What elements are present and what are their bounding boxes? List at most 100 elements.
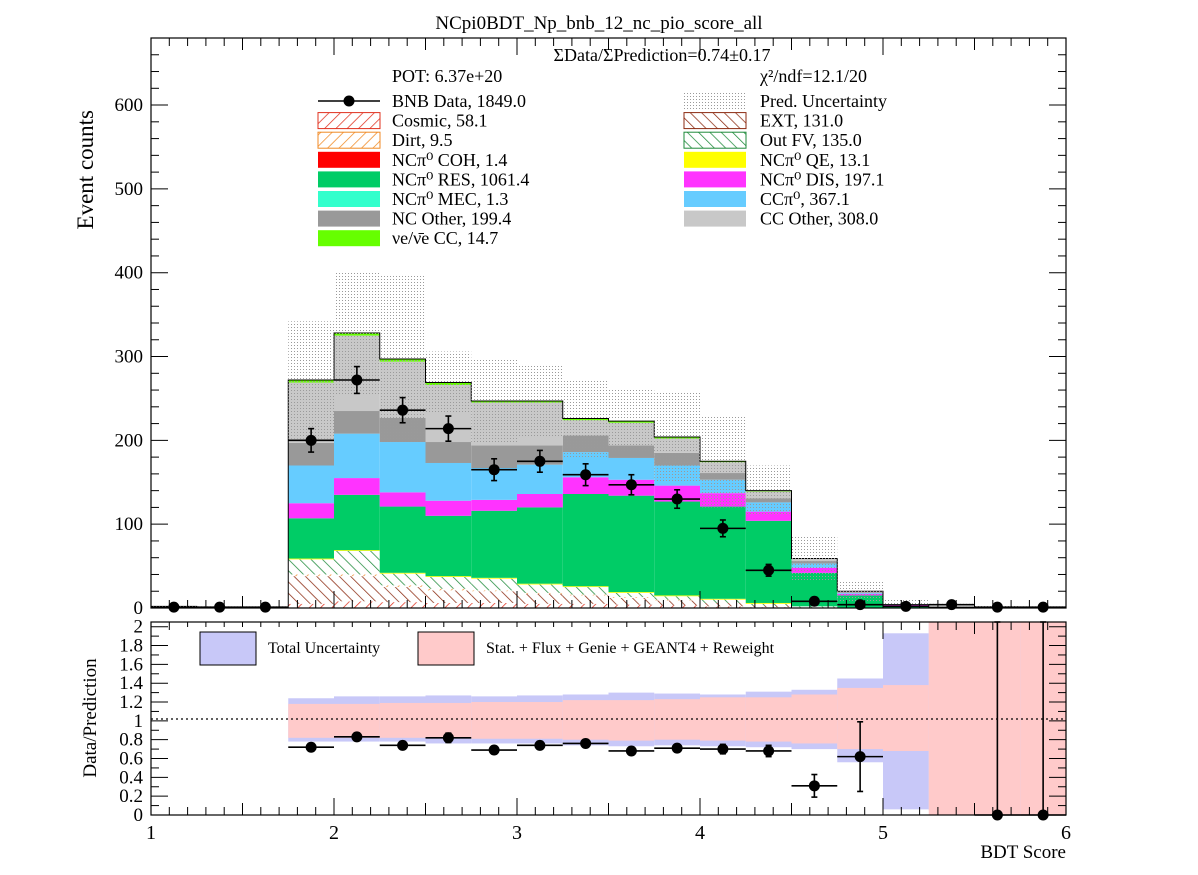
bar-out-fv <box>334 551 380 575</box>
ratio-y-tick-label: 0.6 <box>119 749 143 770</box>
bar-cosmic <box>517 603 563 608</box>
syst-uncertainty-bin <box>745 697 792 742</box>
legend-label: CC Other, 308.0 <box>760 209 878 229</box>
legend-label: NCπ⁰ QE, 13.1 <box>760 150 870 170</box>
bar-out-fv <box>517 584 563 593</box>
uncertainty-bin <box>791 535 838 583</box>
ratio-y-tick-label: 1.2 <box>119 692 143 713</box>
legend-label: EXT, 131.0 <box>760 111 843 131</box>
x-tick-label: 1 <box>146 822 156 844</box>
bar-dirt <box>517 592 563 594</box>
bar-dirt <box>471 590 517 592</box>
bar-cosmic <box>334 601 380 608</box>
legend-swatch <box>318 230 380 247</box>
x-tick-label: 3 <box>512 822 522 844</box>
bar-nc-res <box>654 501 700 596</box>
ratio-y-tick-label: 2 <box>134 617 144 638</box>
bar-ext <box>471 591 517 603</box>
bar-ext <box>745 605 792 608</box>
bar-nc-dis <box>517 494 563 508</box>
bar-nc-res <box>471 510 517 578</box>
syst-uncertainty-bin <box>425 702 472 738</box>
legend-swatch <box>684 171 746 188</box>
syst-uncertainty-bin <box>379 702 426 738</box>
data-point <box>442 423 454 435</box>
x-axis-title: BDT Score <box>980 842 1066 863</box>
ratio-legend-box <box>185 627 845 671</box>
syst-uncertainty-bin <box>608 700 655 741</box>
bar-nc-qe <box>745 602 792 604</box>
bar-out-fv <box>562 587 609 595</box>
uncertainty-bin <box>837 581 883 602</box>
bar-nc-res <box>517 507 563 584</box>
ratio-y-axis-title: Data/Prediction <box>80 658 101 778</box>
bar-nc-other <box>288 442 334 466</box>
prediction-uncertainty-band <box>151 271 1066 608</box>
bar-nc-qe <box>425 576 472 577</box>
bar-nc-res <box>425 515 472 577</box>
bar-out-fv <box>379 573 426 586</box>
legend-label: NCπ⁰ MEC, 1.3 <box>392 189 508 209</box>
legend-swatch <box>318 210 380 227</box>
bar-dirt <box>379 585 426 588</box>
bar-cosmic <box>562 603 609 608</box>
ratio-y-tick-label: 0.2 <box>119 786 143 807</box>
bar-cosmic <box>654 605 700 608</box>
legend-label: NCπ⁰ RES, 1061.4 <box>392 169 529 189</box>
ratio-point <box>397 739 409 751</box>
bar-cosmic <box>700 606 746 608</box>
ratio-point <box>808 780 820 792</box>
syst-uncertainty-bin <box>562 700 609 740</box>
legend-swatch <box>683 131 747 149</box>
bar-nc-dis <box>379 492 426 507</box>
legend-swatch <box>684 210 746 227</box>
uncertainty-bin <box>654 392 700 482</box>
y-tick-label: 100 <box>115 514 144 535</box>
syst-uncertainty-bin <box>791 694 838 744</box>
x-tick-label: 4 <box>695 822 705 844</box>
bar-dirt <box>288 574 334 577</box>
bar-nc-qe <box>562 586 609 588</box>
ratio-y-tick-label: 0.4 <box>119 767 143 788</box>
bar-nc-qe <box>379 572 426 574</box>
bar-nc-other <box>334 411 380 434</box>
legend-label: NCπ⁰ COH, 1.4 <box>392 150 507 170</box>
x-tick-label: 2 <box>329 822 339 844</box>
bar-nc-qe <box>471 577 517 579</box>
bar-nc-res <box>334 494 380 551</box>
bar-nc-dis <box>471 499 517 511</box>
bar-cc- <box>288 465 334 504</box>
total-uncertainty-label: Total Uncertainty <box>268 640 380 657</box>
ratio-point <box>717 743 729 755</box>
bar-cosmic <box>379 602 426 608</box>
legend-label: Dirt, 9.5 <box>392 130 453 150</box>
bar-ext <box>608 597 655 605</box>
y-axis-title: Event counts <box>73 110 98 229</box>
legend-label: NC Other, 199.4 <box>392 209 511 229</box>
bar-ext <box>562 595 609 604</box>
bar-dirt <box>334 574 380 577</box>
bar-nc-res <box>288 518 334 559</box>
x-tick-label: 5 <box>878 822 888 844</box>
data-point <box>351 374 363 386</box>
legend-label: Pred. Uncertainty <box>760 91 887 111</box>
syst-uncertainty-bin <box>517 702 563 739</box>
bar-nc-res <box>608 495 655 593</box>
legend-swatch <box>318 151 380 168</box>
ratio-point <box>442 732 454 744</box>
bar-nc-dis <box>334 478 380 495</box>
pot-annotation: POT: 6.37e+20 <box>392 66 502 86</box>
bar-ext <box>379 587 426 603</box>
legend-label: NCπ⁰ DIS, 197.1 <box>760 169 884 189</box>
syst-uncertainty-swatch <box>417 631 475 666</box>
bar-cosmic <box>471 602 517 608</box>
data-point <box>168 601 180 613</box>
ratio-y-tick-label: 1.4 <box>119 673 143 694</box>
chi2-annotation: χ²/ndf=12.1/20 <box>759 66 867 86</box>
bar-ext <box>700 602 746 607</box>
bar-out-fv <box>745 603 792 606</box>
bar-nc-dis <box>745 511 792 521</box>
legend-swatch <box>317 112 381 130</box>
